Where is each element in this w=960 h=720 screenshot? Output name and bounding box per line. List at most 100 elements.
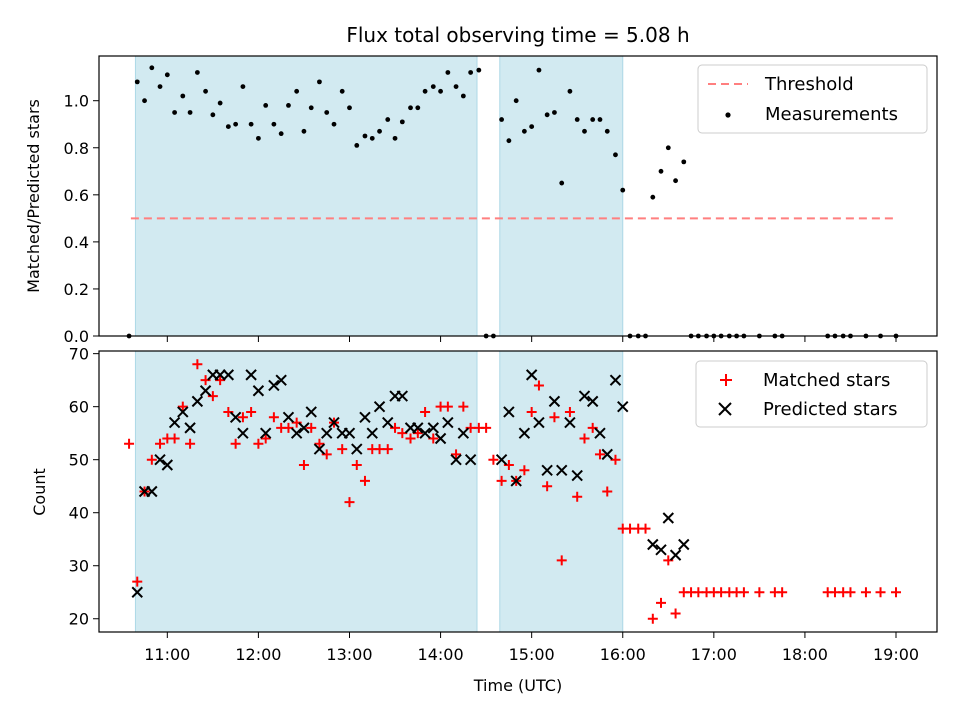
legend-threshold-label: Threshold: [764, 74, 854, 95]
count-panel: 20 30 40 50 60 70 11:00 12:00 13:00 14:00 15:00 16…: [30, 345, 938, 695]
predicted-star-marker: [199, 385, 212, 397]
measurement-point: [203, 88, 208, 94]
predicted-star-marker: [191, 395, 204, 408]
legend-measurement-swatch: [725, 112, 731, 118]
predicted-star-marker: [678, 538, 690, 551]
measurement-point: [476, 67, 482, 73]
predicted-star-marker: [268, 379, 280, 392]
measurement-point: [620, 187, 626, 193]
measurement-point: [256, 135, 261, 141]
measurement-point: [415, 105, 421, 111]
predicted-star-marker: [525, 369, 538, 381]
measurement-point: [263, 103, 269, 108]
top-y-tick-label: 0.2: [64, 280, 89, 299]
bottom-shaded-intervals: [134, 350, 624, 633]
x-tick-label: 15:00: [509, 645, 555, 664]
matched-star-marker: [260, 433, 271, 444]
measurement-point: [164, 72, 170, 78]
measurement-point: [354, 143, 360, 148]
x-tick-label: 14:00: [418, 645, 464, 664]
predicted-star-marker: [252, 385, 265, 397]
measurement-point: [142, 98, 147, 104]
top-y-axis: 0.0 0.2 0.4 0.6 0.8 1.0: [64, 92, 99, 346]
predicted-star-marker: [214, 369, 226, 381]
measurement-point: [369, 135, 375, 141]
measurement-point: [453, 84, 459, 89]
predicted-star-marker: [382, 416, 394, 429]
shaded-interval-1: [134, 55, 478, 337]
measurement-point: [385, 117, 391, 122]
bottom-y-axis-label: Count: [30, 468, 49, 516]
measurement-point: [582, 128, 587, 134]
matched-star-marker: [526, 406, 537, 417]
matched-star-marker: [754, 587, 765, 598]
matched-star-marker: [610, 454, 621, 465]
x-tick-label: 11:00: [144, 645, 190, 664]
predicted-star-marker: [343, 427, 356, 439]
predicted-star-marker: [586, 395, 599, 408]
matched-star-marker: [124, 438, 135, 449]
matched-stars-points: [124, 359, 902, 624]
matched-star-marker: [602, 486, 613, 497]
matched-star-marker: [253, 438, 264, 449]
measurement-point: [187, 110, 193, 115]
bottom-axes-frame: [98, 350, 938, 633]
predicted-star-marker: [396, 390, 409, 402]
measurement-point: [225, 124, 231, 129]
measurement-point: [308, 105, 314, 111]
measurement-point: [536, 67, 542, 73]
predicted-star-marker: [578, 390, 591, 402]
predicted-star-marker: [366, 427, 378, 439]
predicted-star-marker: [510, 475, 522, 487]
measurement-point: [339, 88, 345, 94]
bottom-y-tick-label: 30: [69, 557, 89, 576]
ratio-panel: 0.0 0.2 0.4 0.6 0.8 1.0 Matched/Predicted sta…: [24, 55, 938, 346]
predicted-star-marker: [503, 406, 515, 418]
measurement-point: [681, 159, 687, 165]
predicted-star-marker: [571, 469, 583, 482]
matched-star-marker: [359, 475, 370, 486]
measurement-point: [399, 119, 405, 125]
bottom-y-tick-label: 70: [69, 345, 89, 364]
top-legend: Threshold Measurements: [697, 64, 928, 134]
measurement-point: [460, 93, 466, 99]
bottom-x-axis: 11:00 12:00 13:00 14:00 15:00 16:00 17:00 18:00…: [144, 632, 919, 664]
matched-star-marker: [420, 406, 431, 417]
matched-star-marker: [230, 438, 241, 449]
matched-star-marker: [488, 454, 499, 465]
measurement-point: [233, 121, 239, 127]
top-y-tick-label: 0.4: [64, 233, 89, 252]
matched-star-marker: [382, 444, 393, 455]
measurement-point: [438, 88, 443, 94]
matched-star-marker: [405, 433, 416, 444]
matched-star-marker: [481, 422, 492, 433]
predicted-star-marker: [313, 443, 326, 455]
predicted-star-marker: [442, 416, 454, 429]
matched-star-marker: [428, 433, 439, 444]
bottom-y-tick-label: 20: [69, 610, 89, 629]
matched-star-marker: [542, 481, 553, 492]
measurement-point: [552, 110, 557, 115]
matched-star-marker: [564, 406, 575, 417]
predicted-star-marker: [321, 427, 333, 439]
predicted-star-marker: [359, 411, 371, 423]
matched-star-marker: [845, 587, 856, 598]
predicted-star-marker: [609, 374, 622, 386]
matched-star-marker: [177, 401, 188, 412]
matched-star-marker: [777, 587, 788, 598]
measurement-point: [559, 180, 565, 186]
top-y-tick-label: 0.8: [64, 139, 89, 158]
measurement-point: [658, 168, 664, 174]
predicted-star-marker: [259, 427, 272, 439]
shaded-interval-2: [499, 55, 624, 337]
predicted-star-marker: [222, 369, 235, 381]
x-tick-label: 12:00: [235, 645, 281, 664]
predicted-star-marker: [669, 549, 682, 561]
matched-star-marker: [640, 523, 651, 534]
predicted-star-marker: [647, 538, 659, 551]
legend-measurement-label: Measurements: [765, 104, 898, 125]
measurement-point: [506, 138, 512, 144]
measurement-point: [377, 128, 382, 134]
predicted-star-marker: [655, 544, 667, 556]
measurement-point: [240, 84, 246, 89]
